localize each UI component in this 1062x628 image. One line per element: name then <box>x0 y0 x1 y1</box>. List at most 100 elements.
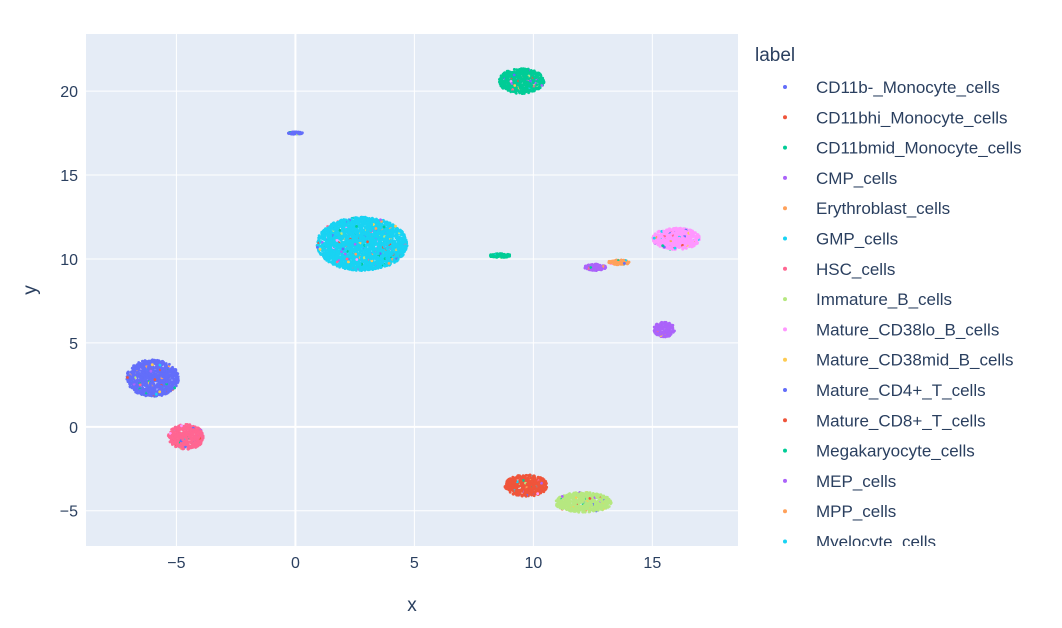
data-point <box>300 131 304 135</box>
data-point <box>188 434 192 438</box>
data-point <box>164 364 168 367</box>
data-point <box>391 252 394 256</box>
data-point <box>197 430 201 433</box>
data-point <box>352 254 355 257</box>
data-point <box>370 257 374 261</box>
data-point <box>172 431 176 434</box>
data-point <box>143 378 146 382</box>
data-point <box>363 220 366 223</box>
data-point <box>355 222 359 226</box>
data-point <box>387 242 390 245</box>
data-point <box>145 375 149 379</box>
data-point <box>391 242 395 246</box>
data-point <box>167 370 171 374</box>
data-point <box>139 372 143 376</box>
data-point <box>336 227 339 231</box>
data-point <box>353 249 357 252</box>
data-point <box>396 258 400 261</box>
data-point <box>379 232 383 236</box>
data-point <box>189 429 193 432</box>
data-point <box>376 252 380 256</box>
data-point <box>354 269 358 272</box>
data-point <box>382 248 386 252</box>
data-point <box>345 223 349 227</box>
data-point <box>372 252 376 256</box>
data-point <box>346 219 350 223</box>
data-point <box>158 390 162 394</box>
data-point <box>148 383 152 387</box>
data-point <box>157 376 161 379</box>
data-point <box>162 379 166 383</box>
data-point <box>169 380 173 383</box>
data-point <box>353 266 357 270</box>
data-point <box>384 254 388 258</box>
data-point <box>164 392 168 396</box>
data-point <box>181 447 184 451</box>
data-point <box>132 364 136 367</box>
data-point <box>126 370 130 374</box>
data-point <box>365 256 368 259</box>
data-point <box>374 219 377 223</box>
data-point <box>358 224 362 228</box>
data-point <box>402 235 406 239</box>
data-point <box>399 251 403 255</box>
data-point <box>347 228 351 231</box>
data-point <box>342 231 346 234</box>
data-point <box>182 426 185 430</box>
data-point <box>170 433 174 437</box>
data-point <box>160 369 164 373</box>
data-point <box>327 253 330 257</box>
data-point <box>377 237 380 241</box>
data-point <box>341 266 345 269</box>
data-point <box>337 245 341 249</box>
data-point <box>332 250 336 253</box>
data-point <box>362 216 366 220</box>
data-point <box>354 216 357 220</box>
data-point <box>385 246 389 250</box>
data-point <box>341 236 345 240</box>
data-point <box>352 222 356 226</box>
data-point <box>152 392 155 396</box>
data-point <box>361 248 365 252</box>
data-point <box>327 234 331 238</box>
data-point <box>165 380 168 384</box>
data-point <box>362 240 366 244</box>
data-point <box>398 245 402 249</box>
data-point <box>357 217 360 221</box>
data-point <box>356 260 360 264</box>
data-point <box>154 385 158 389</box>
data-point <box>346 264 350 267</box>
data-point <box>398 228 402 232</box>
data-point <box>173 378 177 382</box>
data-point <box>140 392 144 396</box>
data-point <box>381 255 385 259</box>
data-point <box>150 363 154 367</box>
data-point <box>388 251 392 254</box>
data-point <box>149 369 153 373</box>
data-point <box>190 444 194 448</box>
data-point <box>385 264 389 267</box>
data-point <box>154 373 158 377</box>
data-point <box>372 262 375 265</box>
data-point <box>372 248 376 252</box>
data-point <box>173 386 177 390</box>
data-point <box>149 375 153 378</box>
data-point <box>379 218 382 222</box>
data-point <box>171 436 175 440</box>
data-point <box>376 243 380 247</box>
data-point <box>372 243 376 247</box>
data-point <box>197 426 200 430</box>
data-point <box>146 366 150 369</box>
data-point <box>183 443 187 447</box>
data-point <box>165 376 168 380</box>
data-point <box>368 232 372 236</box>
data-point <box>394 236 398 240</box>
data-point <box>197 439 201 443</box>
data-point <box>172 367 175 371</box>
data-point <box>365 229 369 233</box>
data-point <box>159 387 163 390</box>
data-point <box>133 367 137 371</box>
data-point <box>342 219 346 223</box>
data-point <box>332 245 336 249</box>
data-point <box>366 240 369 244</box>
